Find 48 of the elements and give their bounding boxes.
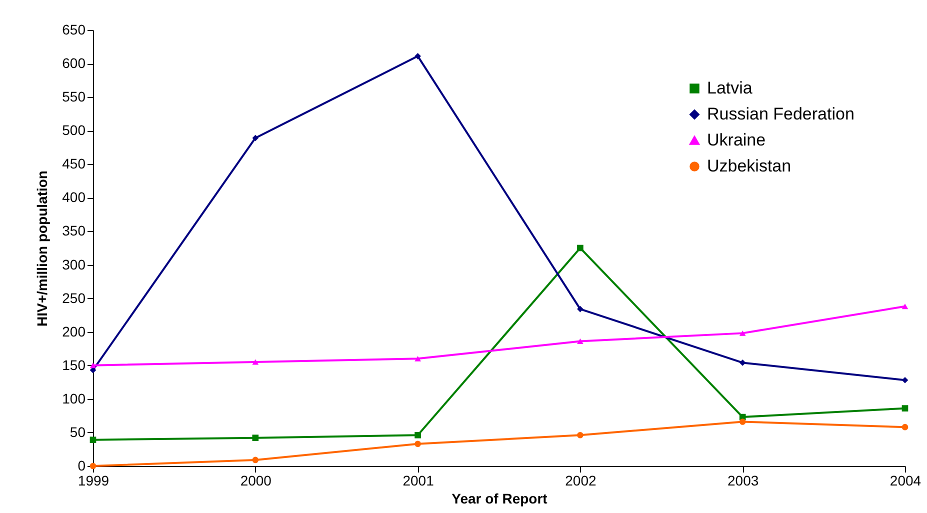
y-tick-label: 450 — [62, 156, 86, 172]
legend-label: Russian Federation — [707, 104, 854, 124]
x-tick-label: 2003 — [728, 472, 759, 488]
legend-label: Ukraine — [707, 130, 766, 150]
point — [414, 440, 421, 448]
point — [252, 434, 259, 441]
y-tick-label: 650 — [62, 22, 86, 38]
x-axis-title: Year of Report — [452, 490, 548, 506]
point — [902, 424, 908, 430]
point — [252, 134, 259, 142]
point — [739, 360, 746, 366]
x-tick-label: 2002 — [565, 472, 596, 488]
y-axis-title: HIV+/million population — [34, 170, 50, 326]
x-tick-label: 1999 — [78, 472, 110, 488]
point — [90, 362, 96, 368]
x-tick-label: 2004 — [890, 472, 922, 488]
y-tick-label: 400 — [62, 189, 86, 206]
y-tick-label: 50 — [70, 424, 86, 440]
x-tick-label: 2000 — [240, 472, 272, 488]
point — [577, 432, 584, 438]
point — [414, 356, 421, 362]
point — [90, 462, 96, 470]
y-tick-label: 500 — [62, 122, 86, 138]
point — [577, 244, 584, 252]
point — [902, 405, 908, 412]
point — [577, 338, 584, 344]
y-tick-label: 100 — [62, 390, 86, 406]
point — [577, 306, 584, 312]
point — [902, 304, 908, 310]
point — [414, 432, 421, 438]
x-tick-label: 2001 — [402, 472, 434, 488]
y-tick-label: 350 — [62, 222, 86, 239]
legend-label: Uzbekistan — [707, 156, 792, 176]
y-tick-label: 550 — [62, 88, 86, 105]
point — [414, 53, 421, 60]
point — [739, 330, 746, 336]
y-tick-label: 250 — [62, 290, 86, 306]
y-tick-label: 150 — [62, 356, 86, 373]
point — [252, 456, 259, 464]
legend-label: Latvia — [707, 78, 753, 98]
y-tick-label: 200 — [62, 323, 86, 340]
point — [739, 418, 746, 425]
point — [902, 376, 908, 384]
y-tick-label: 300 — [62, 256, 86, 272]
point — [252, 359, 259, 365]
point — [90, 436, 96, 444]
y-tick-label: 600 — [62, 55, 86, 72]
y-tick-label: 0 — [78, 458, 86, 474]
